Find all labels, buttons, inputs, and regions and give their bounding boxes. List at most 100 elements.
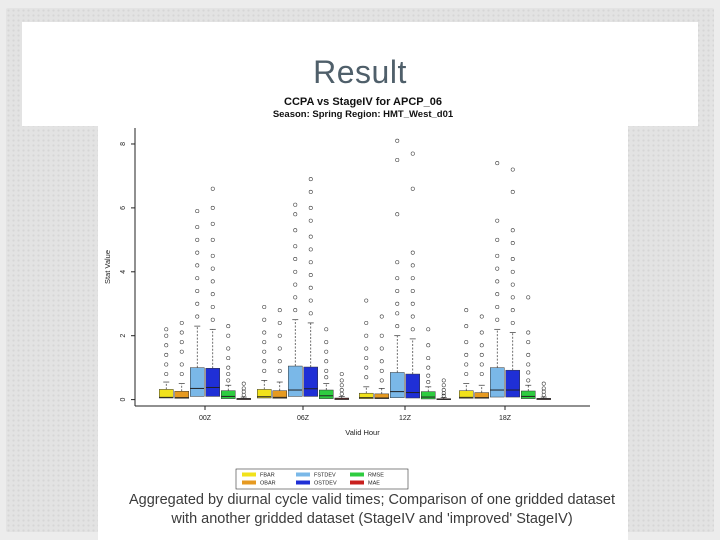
outlier-point — [410, 314, 415, 319]
box-fbar-06z — [257, 304, 272, 399]
outlier-point — [226, 372, 231, 377]
outlier-point — [293, 282, 298, 287]
outlier-point — [226, 365, 231, 370]
box-ostdev-12z — [405, 151, 420, 399]
outlier-point — [364, 375, 369, 380]
box-rect — [521, 390, 536, 399]
outlier-point — [526, 340, 531, 345]
caption-line-2: with another gridded dataset (StageIV an… — [171, 511, 573, 527]
outlier-point — [495, 266, 500, 271]
outlier-point — [510, 308, 515, 313]
outlier-point — [164, 333, 169, 338]
legend-box — [235, 468, 409, 490]
outlier-point — [293, 244, 298, 249]
outlier-point — [164, 327, 169, 332]
box-fbar-00z — [159, 327, 174, 399]
outlier-point — [426, 380, 431, 385]
outlier-point — [324, 327, 329, 332]
legend-label-ostdev: OSTDEV — [314, 481, 337, 487]
outlier-point — [164, 343, 169, 348]
outlier-point — [262, 368, 267, 373]
outlier-point — [464, 352, 469, 357]
outlier-point — [195, 250, 200, 255]
legend-label-rmse: RMSE — [368, 473, 384, 479]
legend-swatch-obar — [242, 480, 256, 485]
outlier-point — [410, 276, 415, 281]
outlier-point — [241, 381, 246, 386]
chart-figure: CCPA vs StageIV for APCP_06 Season: Spri… — [98, 92, 628, 540]
legend-swatch-rmse — [350, 472, 364, 477]
box-plot: 0 2 4 6 8 Stat Value 00Z 06Z 12Z 18Z Valid Hour FBA… — [103, 128, 590, 490]
y-tick-label: 2 — [120, 334, 127, 338]
outlier-point — [510, 189, 515, 194]
outlier-point — [164, 352, 169, 357]
outlier-point — [226, 324, 231, 329]
outlier-point — [277, 368, 282, 373]
outlier-point — [324, 368, 329, 373]
outlier-point — [195, 225, 200, 230]
outlier-point — [226, 356, 231, 361]
outlier-point — [293, 295, 298, 300]
box-rect — [221, 390, 236, 399]
outlier-point — [510, 257, 515, 261]
box-ostdev-18z — [505, 167, 520, 398]
outlier-point — [541, 392, 546, 397]
legend-label-mae: MAE — [368, 481, 380, 487]
box-fstdev-00z — [190, 209, 205, 397]
box-rect — [405, 373, 420, 399]
outlier-point — [308, 285, 313, 290]
outlier-point — [441, 393, 446, 398]
outlier-point — [495, 218, 500, 223]
outlier-point — [410, 151, 415, 156]
y-axis-label: Stat Value — [103, 250, 112, 284]
outlier-point — [379, 314, 384, 319]
outlier-point — [262, 349, 267, 354]
box-fbar-12z — [359, 298, 374, 399]
outlier-point — [308, 273, 313, 277]
box-fbar-18z — [459, 308, 474, 399]
outlier-point — [210, 304, 215, 309]
outlier-point — [262, 359, 267, 364]
outlier-point — [339, 388, 344, 392]
outlier-point — [464, 362, 469, 367]
outlier-point — [464, 324, 469, 329]
outlier-point — [339, 372, 344, 377]
outlier-point — [379, 368, 384, 373]
y-tick-label: 6 — [120, 206, 127, 210]
chart-subtitle: Season: Spring Region: HMT_West_d01 — [272, 109, 454, 120]
box-obar-06z — [272, 308, 287, 399]
outlier-point — [379, 378, 384, 383]
outlier-point — [526, 352, 531, 357]
outlier-point — [308, 189, 313, 194]
box-rect — [159, 389, 174, 399]
outlier-point — [526, 378, 531, 383]
outlier-point — [179, 372, 184, 377]
box-ostdev-06z — [303, 177, 318, 397]
outlier-point — [410, 250, 415, 255]
outlier-point — [195, 263, 200, 268]
box-fstdev-18z — [490, 161, 505, 398]
box-rect — [272, 390, 287, 399]
outlier-point — [526, 330, 531, 335]
outlier-point — [541, 386, 546, 391]
outlier-point — [395, 276, 400, 281]
outlier-point — [495, 237, 500, 242]
outlier-point — [526, 370, 531, 375]
outlier-point — [479, 343, 484, 348]
outlier-point — [210, 279, 215, 284]
outlier-point — [339, 378, 344, 383]
outlier-point — [308, 311, 313, 316]
outlier-point — [464, 372, 469, 377]
legend-swatch-mae — [350, 480, 364, 485]
outlier-point — [426, 327, 431, 332]
outlier-point — [395, 138, 400, 143]
outlier-point — [210, 292, 215, 297]
outlier-point — [441, 383, 446, 388]
outlier-point — [495, 279, 500, 284]
outlier-point — [308, 205, 313, 210]
box-rect — [319, 389, 334, 399]
outlier-point — [195, 276, 200, 281]
x-axis-label: Valid Hour — [345, 428, 380, 437]
outlier-point — [210, 266, 215, 271]
outlier-point — [324, 349, 329, 354]
